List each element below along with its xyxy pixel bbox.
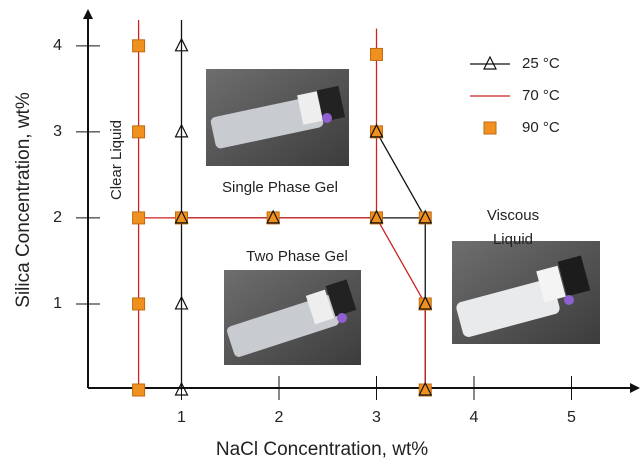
marker — [174, 37, 189, 52]
marker — [174, 123, 189, 138]
marker — [418, 211, 432, 225]
annotation: Clear Liquid — [108, 120, 125, 200]
legend-label: 70 °C — [522, 87, 560, 104]
marker — [370, 47, 383, 61]
y-tick-label: 3 — [53, 123, 62, 140]
x-axis-title: NaCl Concentration, wt% — [216, 439, 428, 460]
y-tick-label: 1 — [53, 295, 62, 312]
annotation: Single Phase Gel — [222, 179, 338, 196]
marker — [132, 383, 146, 397]
photo — [452, 241, 600, 344]
marker — [418, 209, 433, 224]
marker — [132, 297, 146, 311]
legend-marker — [483, 55, 497, 70]
legend-label: 90 °C — [522, 119, 560, 136]
marker — [266, 211, 280, 225]
marker — [175, 211, 188, 225]
marker — [369, 123, 384, 138]
y-axis-title: Silica Concentration, wt% — [13, 92, 34, 308]
marker — [174, 381, 189, 396]
x-tick-label: 5 — [567, 409, 576, 426]
x-tick-label: 2 — [275, 409, 284, 426]
y-tick-label: 4 — [53, 37, 62, 54]
legend-label: 25 °C — [522, 55, 560, 72]
annotation: Liquid — [493, 231, 533, 248]
marker — [132, 211, 146, 225]
marker — [174, 209, 189, 224]
x-tick-label: 4 — [470, 409, 479, 426]
marker — [418, 295, 433, 310]
boundary-line — [375, 131, 426, 219]
x-axis-arrow — [630, 383, 640, 393]
marker — [174, 295, 189, 310]
x-tick-label: 3 — [372, 409, 381, 426]
marker — [418, 381, 433, 396]
y-tick-label: 2 — [53, 209, 62, 226]
legend-marker — [483, 121, 497, 135]
photo — [224, 270, 361, 365]
marker — [370, 125, 383, 139]
x-tick-label: 1 — [177, 409, 186, 426]
photo — [206, 69, 349, 166]
annotation: Viscous — [487, 207, 539, 224]
annotation: Two Phase Gel — [246, 248, 348, 265]
boundary-line — [375, 217, 426, 390]
marker — [132, 39, 146, 53]
marker — [369, 209, 384, 224]
marker — [132, 125, 146, 139]
marker — [266, 209, 281, 224]
marker — [418, 383, 432, 397]
marker — [418, 297, 432, 311]
y-axis-arrow — [83, 9, 93, 19]
marker — [370, 211, 383, 225]
